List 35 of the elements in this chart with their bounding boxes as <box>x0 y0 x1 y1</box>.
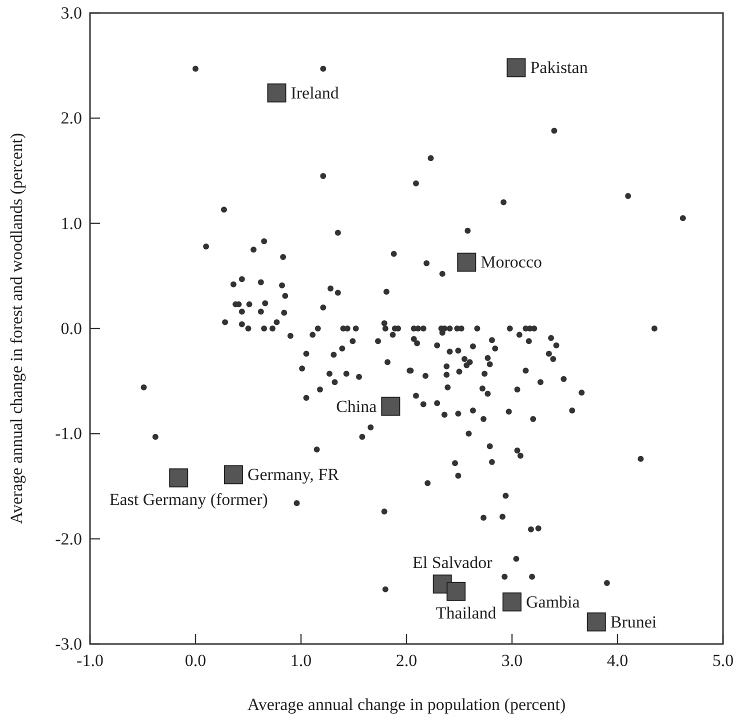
annotation: Pakistan <box>530 58 588 78</box>
annotation: China <box>336 396 378 416</box>
point <box>381 396 400 416</box>
annotation: Germany, FR <box>247 465 340 484</box>
point <box>446 582 466 601</box>
annotation: Ireland <box>290 83 340 102</box>
x-axis-title: Average annual change in population (percent) <box>247 695 566 714</box>
annotation: El Salvador <box>412 553 493 572</box>
y-tick-label: -3.0 <box>55 634 82 654</box>
x-tick-label: 2.0 <box>396 651 418 670</box>
annotation: East Germany (former) <box>109 490 268 509</box>
point <box>586 612 606 632</box>
y-axis-title: Average annual change in forest and woodlands (percent) <box>7 133 26 524</box>
annotation: Gambia <box>526 592 580 612</box>
x-tick-label: -1.0 <box>76 651 104 670</box>
x-tick-label: 0.0 <box>184 651 206 670</box>
y-tick-label: 2.0 <box>60 108 82 128</box>
annotation: Morocco <box>480 252 542 272</box>
point <box>502 592 522 612</box>
annotation: Brunei <box>610 612 657 632</box>
point <box>169 468 188 488</box>
y-tick-label: 3.0 <box>60 4 82 22</box>
y-tick-label: 0.0 <box>60 319 82 338</box>
x-tick-label: 5.0 <box>712 651 734 670</box>
y-tick-label: 1.0 <box>60 214 82 233</box>
y-tick-label: -2.0 <box>55 529 82 548</box>
annotation: Thailand <box>436 603 497 622</box>
point <box>267 83 286 102</box>
y-tick-label: -1.0 <box>55 424 82 444</box>
point <box>457 252 476 272</box>
x-tick-label: 3.0 <box>501 651 523 670</box>
x-tick-label: 1.0 <box>290 651 312 670</box>
x-tick-label: 4.0 <box>606 651 628 670</box>
point <box>224 465 243 484</box>
point <box>506 58 526 78</box>
